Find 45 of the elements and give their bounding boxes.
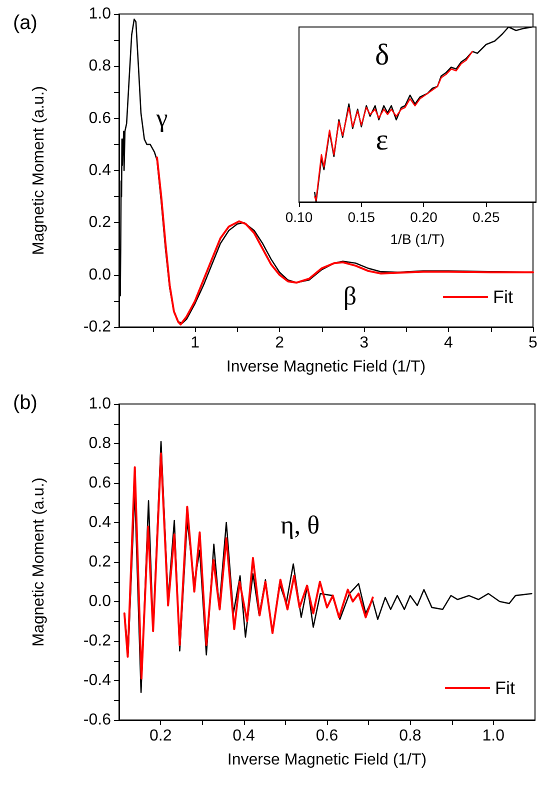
line-series [123,452,374,680]
x-tick-label: 5 [528,334,538,352]
x-tick-label: 0.8 [399,728,422,744]
y-tick-label: -0.2 [83,632,112,650]
x-axis-title: 1/B (1/T) [390,231,445,247]
y-tick-label: 0.0 [88,266,112,284]
legend-label: Fit [493,287,514,307]
y-tick-label: 0.0 [88,593,112,610]
y-axis-title: Magnetic Moment (a.u.) [30,478,48,646]
annotation: δ [374,38,390,72]
annotation: γ [155,104,168,132]
annotation: ε [376,124,388,156]
x-tick-label: 1.0 [482,728,505,744]
x-tick-label: 0.20 [410,209,438,225]
x-tick-label: 0.25 [472,209,500,225]
y-tick-label: -0.4 [83,672,112,689]
y-axis-title: Magnetic Moment (a.u.) [30,86,48,255]
x-tick-label: 4 [444,334,454,352]
y-tick-label: 0.8 [88,58,112,75]
y-tick-label: 0.4 [88,514,112,531]
x-tick-label: 0.4 [232,728,256,744]
y-tick-label: 0.6 [88,110,112,127]
annotation: β [343,282,357,310]
chart-title: (b) [13,392,38,414]
annotation: η, θ [280,510,320,540]
x-axis-title: Inverse Magnetic Field (1/T) [226,358,426,376]
x-tick-label: 0.2 [149,728,172,744]
y-tick-label: 0.4 [88,162,112,179]
x-tick-label: 3 [360,334,369,352]
y-tick-label: 1.0 [88,396,112,412]
x-axis-title: Inverse Magnetic Field (1/T) [227,752,427,768]
x-tick-label: 0.15 [348,209,376,225]
y-tick-label: -0.6 [83,712,112,728]
chart-title: (a) [13,12,38,34]
x-tick-label: 2 [275,334,284,352]
y-tick-label: 0.8 [88,435,112,452]
y-tick-label: 1.0 [88,6,112,22]
x-tick-label: 0.10 [285,209,313,225]
y-tick-label: 0.6 [88,474,112,492]
y-tick-label: -0.2 [83,318,112,336]
x-tick-label: 0.6 [316,728,338,744]
x-tick-label: 1 [190,334,200,352]
legend-label: Fit [495,678,516,698]
line-series [156,156,534,326]
y-tick-label: 0.2 [88,554,112,570]
